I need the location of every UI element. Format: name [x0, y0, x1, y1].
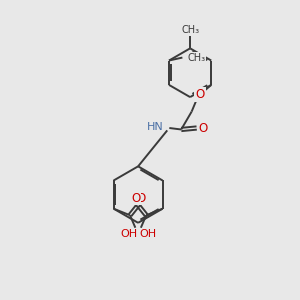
Text: O: O — [195, 88, 205, 101]
Text: O: O — [131, 191, 140, 205]
Text: OH: OH — [120, 229, 137, 239]
Text: OH: OH — [139, 229, 156, 239]
Text: O: O — [136, 191, 145, 205]
Text: O: O — [198, 122, 207, 134]
Text: HN: HN — [147, 122, 164, 132]
Text: CH₃: CH₃ — [188, 52, 206, 63]
Text: CH₃: CH₃ — [181, 25, 199, 35]
